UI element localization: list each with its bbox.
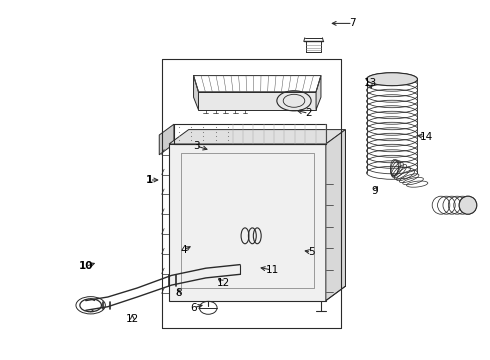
Polygon shape <box>198 92 316 110</box>
Polygon shape <box>316 76 321 110</box>
Text: 6: 6 <box>190 303 197 313</box>
Text: 12: 12 <box>216 278 230 288</box>
Text: 12: 12 <box>125 314 139 324</box>
Ellipse shape <box>459 196 477 214</box>
Text: 14: 14 <box>419 132 433 142</box>
Text: 13: 13 <box>363 78 377 88</box>
Text: 9: 9 <box>371 186 378 196</box>
Text: 11: 11 <box>265 265 279 275</box>
Polygon shape <box>169 144 326 301</box>
Polygon shape <box>326 130 345 301</box>
Text: 5: 5 <box>308 247 315 257</box>
Text: 3: 3 <box>193 141 199 151</box>
Polygon shape <box>194 76 198 110</box>
Text: 7: 7 <box>349 18 356 28</box>
Ellipse shape <box>367 73 417 86</box>
Text: 8: 8 <box>175 288 182 298</box>
Polygon shape <box>169 130 345 144</box>
Text: 2: 2 <box>305 108 312 118</box>
Text: 1: 1 <box>146 175 153 185</box>
Text: 4: 4 <box>180 245 187 255</box>
Text: 10: 10 <box>78 261 93 271</box>
Polygon shape <box>159 124 174 155</box>
